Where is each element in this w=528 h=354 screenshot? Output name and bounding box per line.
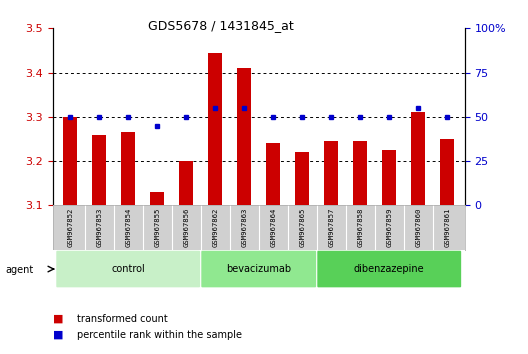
Text: transformed count: transformed count <box>77 314 167 324</box>
Text: GSM967865: GSM967865 <box>299 208 305 247</box>
Bar <box>266 143 280 205</box>
Bar <box>411 113 426 205</box>
Text: GDS5678 / 1431845_at: GDS5678 / 1431845_at <box>148 19 294 33</box>
Bar <box>63 117 78 205</box>
Bar <box>179 161 193 205</box>
FancyBboxPatch shape <box>201 251 316 287</box>
Text: dibenzazepine: dibenzazepine <box>354 264 425 274</box>
Bar <box>440 139 455 205</box>
Text: GSM967863: GSM967863 <box>241 208 247 247</box>
Text: control: control <box>111 264 145 274</box>
Text: GSM967861: GSM967861 <box>444 208 450 247</box>
Text: ■: ■ <box>53 330 63 339</box>
Text: GSM967862: GSM967862 <box>212 208 218 247</box>
Text: GSM967864: GSM967864 <box>270 208 276 247</box>
Text: GSM967853: GSM967853 <box>96 208 102 247</box>
Bar <box>353 141 367 205</box>
Bar <box>382 150 397 205</box>
Bar <box>92 135 107 205</box>
Bar <box>208 53 222 205</box>
FancyBboxPatch shape <box>56 251 200 287</box>
Text: ■: ■ <box>53 314 63 324</box>
Text: GSM967859: GSM967859 <box>386 208 392 247</box>
Text: GSM967854: GSM967854 <box>125 208 131 247</box>
Text: percentile rank within the sample: percentile rank within the sample <box>77 330 242 339</box>
Text: GSM967855: GSM967855 <box>154 208 160 247</box>
Text: GSM967860: GSM967860 <box>415 208 421 247</box>
Text: GSM967858: GSM967858 <box>357 208 363 247</box>
Bar <box>295 152 309 205</box>
Bar <box>237 68 251 205</box>
FancyBboxPatch shape <box>317 251 461 287</box>
Bar <box>150 192 164 205</box>
Text: agent: agent <box>5 265 34 275</box>
Text: GSM967857: GSM967857 <box>328 208 334 247</box>
Bar <box>121 132 136 205</box>
Text: bevacizumab: bevacizumab <box>226 264 291 274</box>
Bar <box>324 141 338 205</box>
Text: GSM967852: GSM967852 <box>67 208 73 247</box>
Text: GSM967856: GSM967856 <box>183 208 189 247</box>
